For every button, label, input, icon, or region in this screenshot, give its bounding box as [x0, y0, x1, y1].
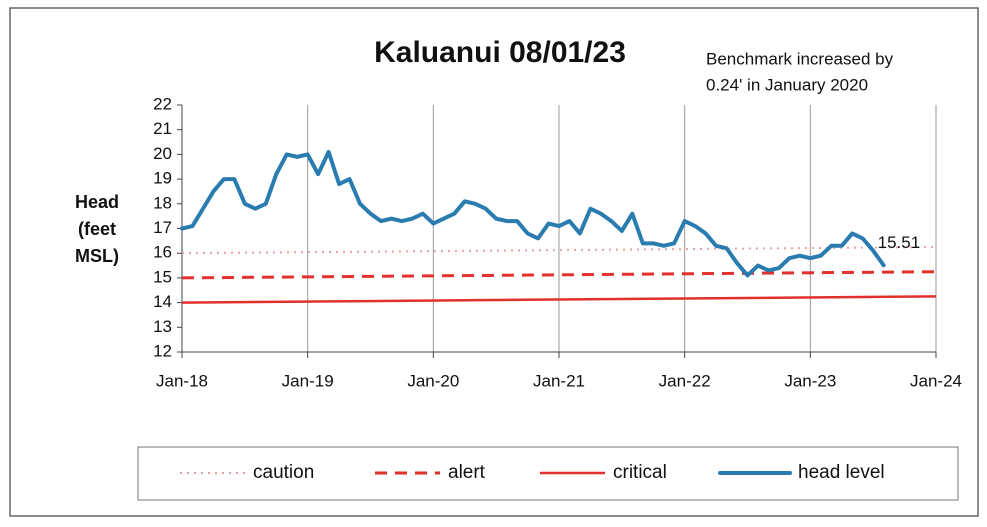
- y-tick-label: 17: [153, 218, 172, 237]
- y-axis-label: Head: [75, 192, 119, 212]
- x-tick-label: Jan-18: [156, 371, 208, 390]
- y-tick-label: 15: [153, 267, 172, 286]
- y-tick-label: 22: [153, 94, 172, 113]
- legend-label: head level: [798, 462, 885, 483]
- x-tick-label: Jan-23: [784, 371, 836, 390]
- legend-label: alert: [448, 462, 486, 483]
- legend-label: caution: [253, 462, 314, 483]
- annotation: 0.24' in January 2020: [706, 75, 868, 94]
- y-tick-label: 18: [153, 193, 172, 212]
- series-line: [180, 149, 886, 278]
- y-tick-label: 19: [153, 169, 172, 188]
- series-line: [181, 270, 937, 280]
- chart-title: Kaluanui 08/01/23: [374, 36, 626, 69]
- y-axis-label: MSL): [75, 246, 119, 266]
- x-tick-label: Jan-22: [659, 371, 711, 390]
- chart-frame: [9, 7, 979, 517]
- y-tick-label: 21: [153, 119, 172, 138]
- y-tick-label: 20: [153, 144, 172, 163]
- data-label: 15.51: [878, 233, 921, 252]
- annotation: Benchmark increased by: [706, 49, 894, 68]
- y-tick-label: 12: [153, 341, 172, 360]
- y-tick-label: 16: [153, 243, 172, 262]
- x-tick-label: Jan-21: [533, 371, 585, 390]
- x-tick-label: Jan-20: [407, 371, 459, 390]
- y-tick-label: 13: [153, 317, 172, 336]
- x-tick-label: Jan-24: [910, 371, 962, 390]
- series-line: [181, 295, 937, 304]
- x-tick-label: Jan-19: [282, 371, 334, 390]
- y-tick-label: 14: [153, 292, 172, 311]
- legend-label: critical: [613, 462, 667, 483]
- y-axis-label: (feet: [78, 219, 116, 239]
